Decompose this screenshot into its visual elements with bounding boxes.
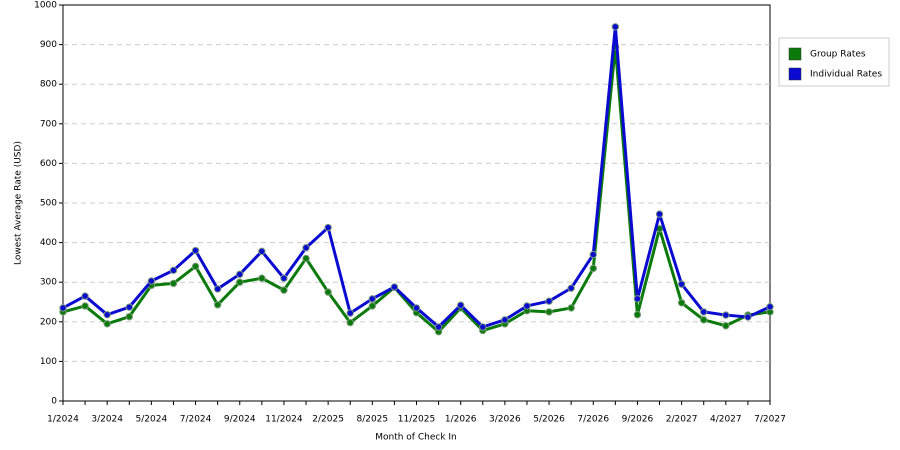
x-tick-label: 5/2026 <box>533 415 565 425</box>
data-point <box>191 262 200 271</box>
data-point <box>368 295 377 303</box>
data-point <box>169 266 178 275</box>
x-tick-label: 2/2025 <box>312 415 344 425</box>
x-tick-label: 3/2024 <box>91 415 123 425</box>
data-point <box>390 283 399 291</box>
data-point <box>633 310 642 319</box>
data-point <box>346 309 354 317</box>
data-point <box>567 284 575 292</box>
data-point <box>501 316 509 324</box>
data-point <box>103 310 111 319</box>
data-point <box>302 254 310 263</box>
data-point <box>700 316 708 324</box>
y-tick-label: 400 <box>40 238 57 248</box>
data-point <box>258 274 266 282</box>
data-point <box>147 277 156 285</box>
x-tick-label: 2/2027 <box>666 415 698 425</box>
data-point <box>213 301 222 309</box>
data-point <box>236 278 244 286</box>
data-point <box>456 301 465 309</box>
x-tick-label: 7/2026 <box>577 415 609 425</box>
x-tick-label: 8/2025 <box>356 415 388 425</box>
data-point <box>81 302 89 310</box>
data-point <box>589 264 597 273</box>
data-point <box>523 302 531 310</box>
x-tick-label: 9/2026 <box>622 415 654 425</box>
legend-label: Individual Rates <box>810 70 882 80</box>
x-tick-label: 11/2024 <box>265 415 303 425</box>
y-tick-label: 0 <box>51 397 57 407</box>
data-point <box>213 285 222 293</box>
data-point <box>125 303 133 311</box>
data-point <box>545 308 553 316</box>
legend-swatch <box>788 67 802 81</box>
data-point <box>191 246 200 255</box>
data-point <box>722 311 730 319</box>
data-point <box>611 23 620 31</box>
data-point <box>302 244 310 252</box>
y-tick-label: 500 <box>40 199 57 209</box>
y-tick-label: 300 <box>40 278 57 288</box>
legend-label: Group Rates <box>810 50 866 60</box>
data-point <box>744 313 752 321</box>
data-point <box>722 322 730 330</box>
data-point <box>125 312 133 321</box>
data-point <box>324 223 332 232</box>
y-tick-label: 200 <box>40 317 57 327</box>
data-point <box>280 286 288 294</box>
data-point <box>434 323 443 331</box>
data-point <box>412 304 421 312</box>
data-point <box>655 210 664 218</box>
x-tick-label: 9/2024 <box>224 415 256 425</box>
x-tick-label: 7/2024 <box>180 415 212 425</box>
data-point <box>567 304 575 312</box>
y-tick-label: 1000 <box>34 1 57 11</box>
y-tick-label: 900 <box>40 40 57 50</box>
legend-swatch <box>788 47 802 61</box>
data-point <box>589 250 597 259</box>
data-point <box>766 303 774 311</box>
x-tick-label: 11/2025 <box>398 415 435 425</box>
y-tick-label: 800 <box>40 80 57 90</box>
x-tick-label: 1/2026 <box>445 415 477 425</box>
data-point <box>677 280 686 288</box>
data-point <box>258 247 266 256</box>
data-point <box>280 274 288 282</box>
data-point <box>346 318 354 327</box>
x-axis-label: Month of Check In <box>375 433 457 443</box>
data-point <box>103 320 111 328</box>
data-point <box>677 299 686 307</box>
x-tick-label: 4/2027 <box>710 415 742 425</box>
x-tick-label: 3/2026 <box>489 415 521 425</box>
y-axis-label: Lowest Average Rate (USD) <box>14 141 24 265</box>
y-tick-label: 100 <box>40 357 57 367</box>
data-point <box>633 295 642 303</box>
x-tick-label: 1/2024 <box>47 415 79 425</box>
x-tick-label: 5/2024 <box>136 415 168 425</box>
y-tick-label: 700 <box>40 119 57 129</box>
x-tick-label: 7/2027 <box>754 415 786 425</box>
data-point <box>324 288 332 296</box>
data-point <box>169 279 178 288</box>
data-point <box>81 292 89 300</box>
data-point <box>479 323 487 331</box>
data-point <box>236 270 244 278</box>
y-tick-label: 600 <box>40 159 57 169</box>
data-point <box>368 302 377 310</box>
data-point <box>700 308 708 316</box>
data-point <box>59 304 67 312</box>
data-point <box>545 297 553 305</box>
